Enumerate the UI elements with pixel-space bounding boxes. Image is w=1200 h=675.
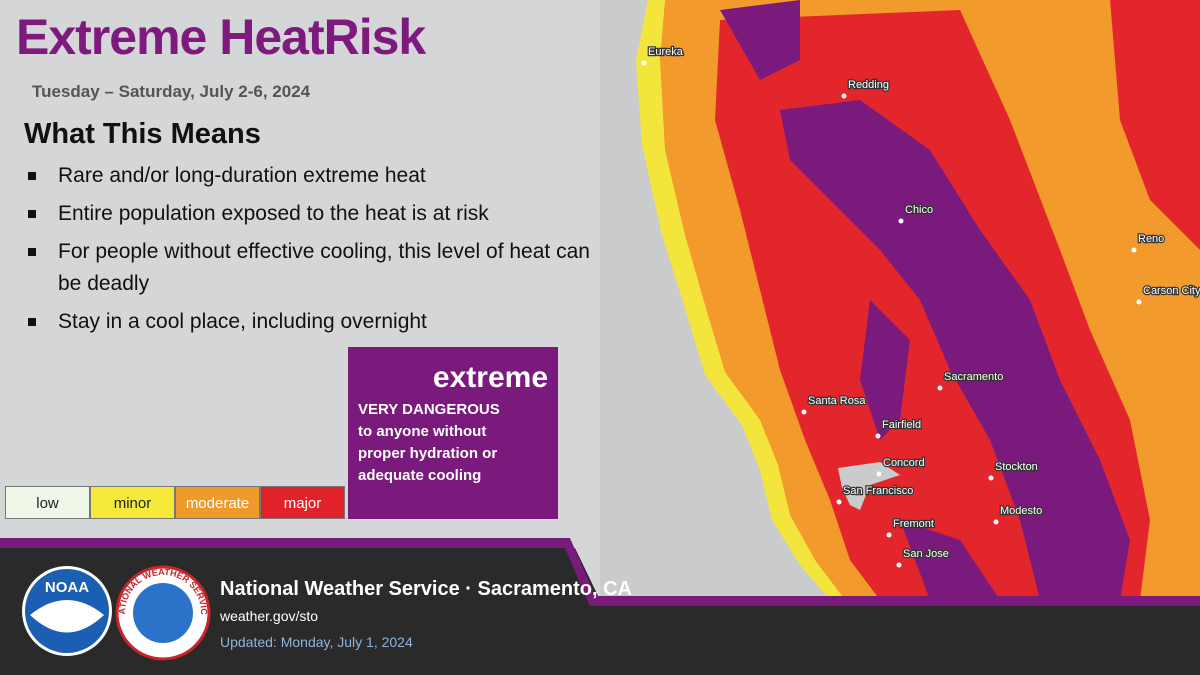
city-label: Redding	[848, 79, 889, 91]
city-dot	[876, 471, 882, 477]
city-label: Fairfield	[882, 419, 921, 431]
city-label: Reno	[1138, 233, 1164, 245]
city-dot	[886, 532, 892, 538]
city-label: Eureka	[648, 46, 684, 58]
city-dot	[841, 93, 847, 99]
city-label: Chico	[905, 204, 933, 216]
city-label: Concord	[883, 457, 925, 469]
city-label: Carson City	[1143, 285, 1200, 297]
city-dot	[836, 499, 842, 505]
bullet: For people without effective cooling, th…	[22, 236, 612, 300]
city-dot	[898, 218, 904, 224]
noaa-logo-bird	[30, 600, 104, 633]
legend-level: low	[5, 486, 90, 519]
city-dot	[937, 385, 943, 391]
city-label: San Jose	[903, 548, 949, 560]
updated: Updated: Monday, July 1, 2024	[220, 634, 413, 650]
title: Extreme HeatRisk	[16, 9, 426, 65]
city-dot	[988, 475, 994, 481]
bullet: Entire population exposed to the heat is…	[22, 198, 612, 230]
bullet: Stay in a cool place, including overnigh…	[22, 306, 612, 338]
subtitle: Tuesday – Saturday, July 2-6, 2024	[32, 82, 311, 101]
city-label: Stockton	[995, 461, 1038, 473]
office: National Weather Service · Sacramento, C…	[220, 578, 632, 600]
url: weather.gov/sto	[220, 608, 319, 624]
bullet-list: Rare and/or long-duration extreme heat En…	[22, 160, 612, 344]
city-label: San Francisco	[843, 485, 913, 497]
legend-level: moderate	[175, 486, 260, 519]
city-label: Fremont	[893, 518, 934, 530]
city-label: Sacramento	[944, 371, 1003, 383]
city-label: Modesto	[1000, 505, 1042, 517]
legend-level: minor	[90, 486, 175, 519]
bay	[838, 462, 900, 510]
city-dot	[641, 60, 647, 66]
city-dot	[896, 562, 902, 568]
nws-logo-center	[133, 583, 193, 643]
city-dot	[801, 409, 807, 415]
city-dot	[875, 433, 881, 439]
noaa-logo-text: NOAA	[45, 579, 89, 596]
footer-band	[0, 548, 1200, 675]
city-dot	[1136, 299, 1142, 305]
extreme-description: VERY DANGEROUS to anyone without proper …	[358, 401, 500, 484]
legend: low minor moderate major	[5, 486, 345, 519]
extreme-box: extreme VERY DANGEROUS to anyone without…	[348, 347, 558, 519]
section-heading: What This Means	[24, 118, 261, 150]
legend-level: major	[260, 486, 345, 519]
city-dot	[1131, 247, 1137, 253]
land-extreme	[780, 100, 1130, 600]
footer-stripe	[0, 538, 1200, 606]
city-dot	[993, 519, 999, 525]
extreme-level: extreme	[432, 361, 548, 394]
bullet: Rare and/or long-duration extreme heat	[22, 160, 612, 192]
land-major-east	[1110, 0, 1200, 250]
city-label: Santa Rosa	[808, 395, 866, 407]
